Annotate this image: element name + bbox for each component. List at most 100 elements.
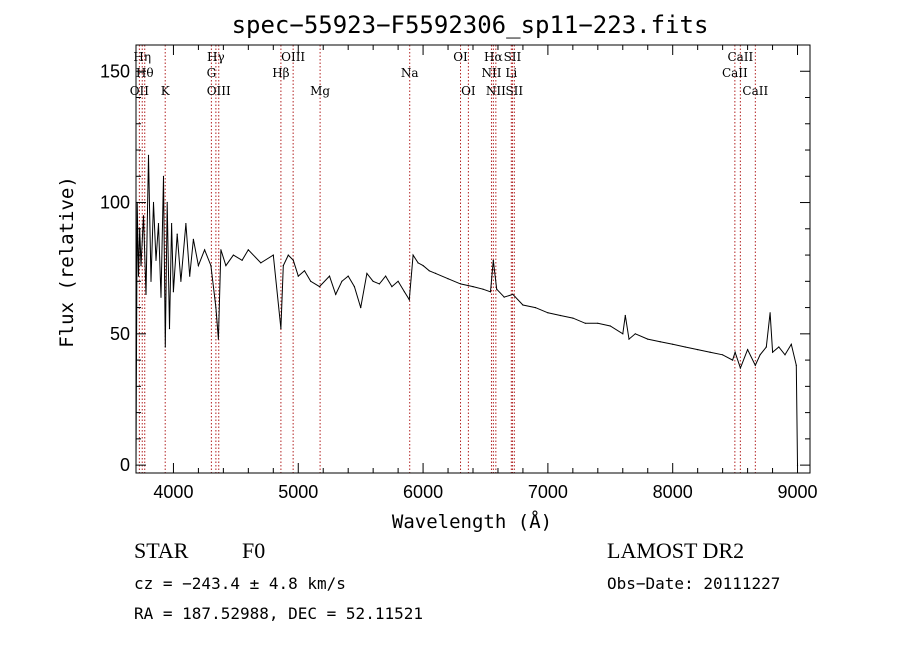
spectrum-point [628, 338, 630, 340]
line-marker-label: Hβ [272, 66, 289, 80]
coordinates-text: RA = 187.52988, DEC = 52.11521 [134, 604, 423, 623]
spectrum-point [247, 249, 249, 251]
spectrum-point [732, 359, 734, 361]
spectrum-point [217, 338, 219, 340]
star-type: STAR [134, 538, 189, 563]
spectrum-point [162, 175, 165, 177]
spectrum-point [412, 254, 414, 256]
spectrum-point [260, 262, 262, 264]
spectrum-point [492, 259, 494, 261]
line-marker-label: Mg [310, 84, 330, 98]
spectrum-point [272, 254, 274, 256]
spectrum-point [152, 201, 155, 204]
spectrum-point [378, 283, 380, 285]
spectrum-point [391, 286, 393, 288]
y-tick-label: 0 [120, 455, 130, 475]
spectrum-point [722, 354, 724, 356]
line-marker-label: CaII [742, 84, 768, 98]
spectrum-point [790, 343, 792, 345]
spectrum-point [147, 154, 150, 156]
spectrum-point [145, 293, 147, 295]
spectrum-point [765, 346, 767, 348]
spectrum-point [225, 265, 227, 267]
line-marker-label: CaII [722, 66, 748, 80]
spectrum-point [292, 259, 294, 261]
line-marker-label: SII [504, 50, 522, 64]
line-marker-label: Li [505, 66, 517, 80]
spectrum-point [282, 265, 284, 267]
spectrum-point [397, 280, 399, 282]
spectrum-point [769, 312, 771, 314]
spectrum-point [422, 265, 424, 267]
spectrum-point [597, 322, 599, 324]
spectrum-point [447, 278, 449, 280]
line-marker-label: Hα [484, 50, 503, 64]
spectrum-point [341, 280, 343, 282]
spectrum-point [534, 307, 537, 309]
line-marker-label: OII [130, 84, 150, 98]
spectrum-point [496, 288, 498, 290]
line-marker-label: G [207, 66, 217, 80]
spectrum-point [417, 262, 419, 264]
spectrum-point [197, 265, 199, 267]
spectrum-point [303, 270, 306, 272]
x-tick-label: 7000 [528, 482, 568, 502]
spectrum-point [408, 299, 410, 301]
spectrum-point [385, 275, 387, 277]
spectrum-point [547, 312, 549, 314]
line-marker-label: CaII [727, 50, 753, 64]
spectrum-point [185, 223, 187, 225]
spectrum-point [160, 296, 162, 298]
spectrum-point [192, 238, 194, 240]
line-marker-label: OI [453, 50, 468, 64]
spectrum-point [140, 265, 142, 267]
x-axis-label: Wavelength (Å) [392, 510, 552, 533]
line-marker-label: OIII [281, 50, 305, 64]
spectrum-point [747, 349, 749, 351]
spectrum-point [215, 307, 217, 309]
line-marker-label: K [161, 84, 171, 98]
line-marker-label: Hη [133, 50, 151, 64]
spectrum-plot [135, 154, 799, 466]
star-subclass: F0 [242, 538, 265, 563]
spectrum-point [795, 364, 797, 366]
x-tick-label: 6000 [403, 482, 443, 502]
spectrum-line [135, 155, 798, 466]
spectrum-point [609, 325, 611, 327]
spectrum-point [335, 293, 337, 295]
spectrum-point [360, 307, 362, 309]
spectrum-point [584, 322, 586, 324]
spectrum-point [403, 291, 405, 293]
line-marker-label: NII [486, 84, 506, 98]
spectrum-point [220, 249, 222, 251]
spectrum-point [210, 265, 212, 267]
redshift-text: cz = −243.4 ± 4.8 km/s [134, 574, 346, 593]
spectrum-point [522, 304, 524, 306]
line-marker-label: Hγ [207, 50, 225, 64]
spectrum-point [328, 275, 331, 277]
plot-axes: 4000 5000 6000 7000 8000 9000 0 50 100 150 [100, 44, 818, 502]
line-marker-labels: OII Hη Hθ K G Hγ OIII Hβ OIII Mg Na OI OI NII Hα NII Li S… [130, 50, 769, 98]
spectrum-point [739, 367, 742, 369]
spectrum-point [559, 314, 562, 317]
spectrum-point [754, 364, 756, 366]
spectrum-point [503, 296, 505, 298]
spectrum-point [157, 223, 160, 225]
y-tick-label: 50 [110, 324, 130, 344]
spectrum-point [176, 233, 178, 235]
spectrum-point [709, 351, 711, 353]
spectrum-point [428, 270, 430, 272]
x-tick-label: 5000 [278, 482, 318, 502]
line-marker-label: Hθ [136, 66, 154, 80]
spectrum-point [310, 280, 312, 282]
y-tick-label: 100 [100, 193, 130, 213]
spectrum-point [287, 254, 289, 256]
chart-title: spec−55923−F5592306_sp11−223.fits [232, 11, 709, 39]
spectrum-point [482, 288, 484, 290]
spectrum-point [171, 223, 173, 225]
spectrum-point [280, 328, 282, 330]
line-marker-label: OIII [207, 84, 231, 98]
spectrum-point [189, 275, 191, 277]
spectrum-point [784, 354, 786, 356]
